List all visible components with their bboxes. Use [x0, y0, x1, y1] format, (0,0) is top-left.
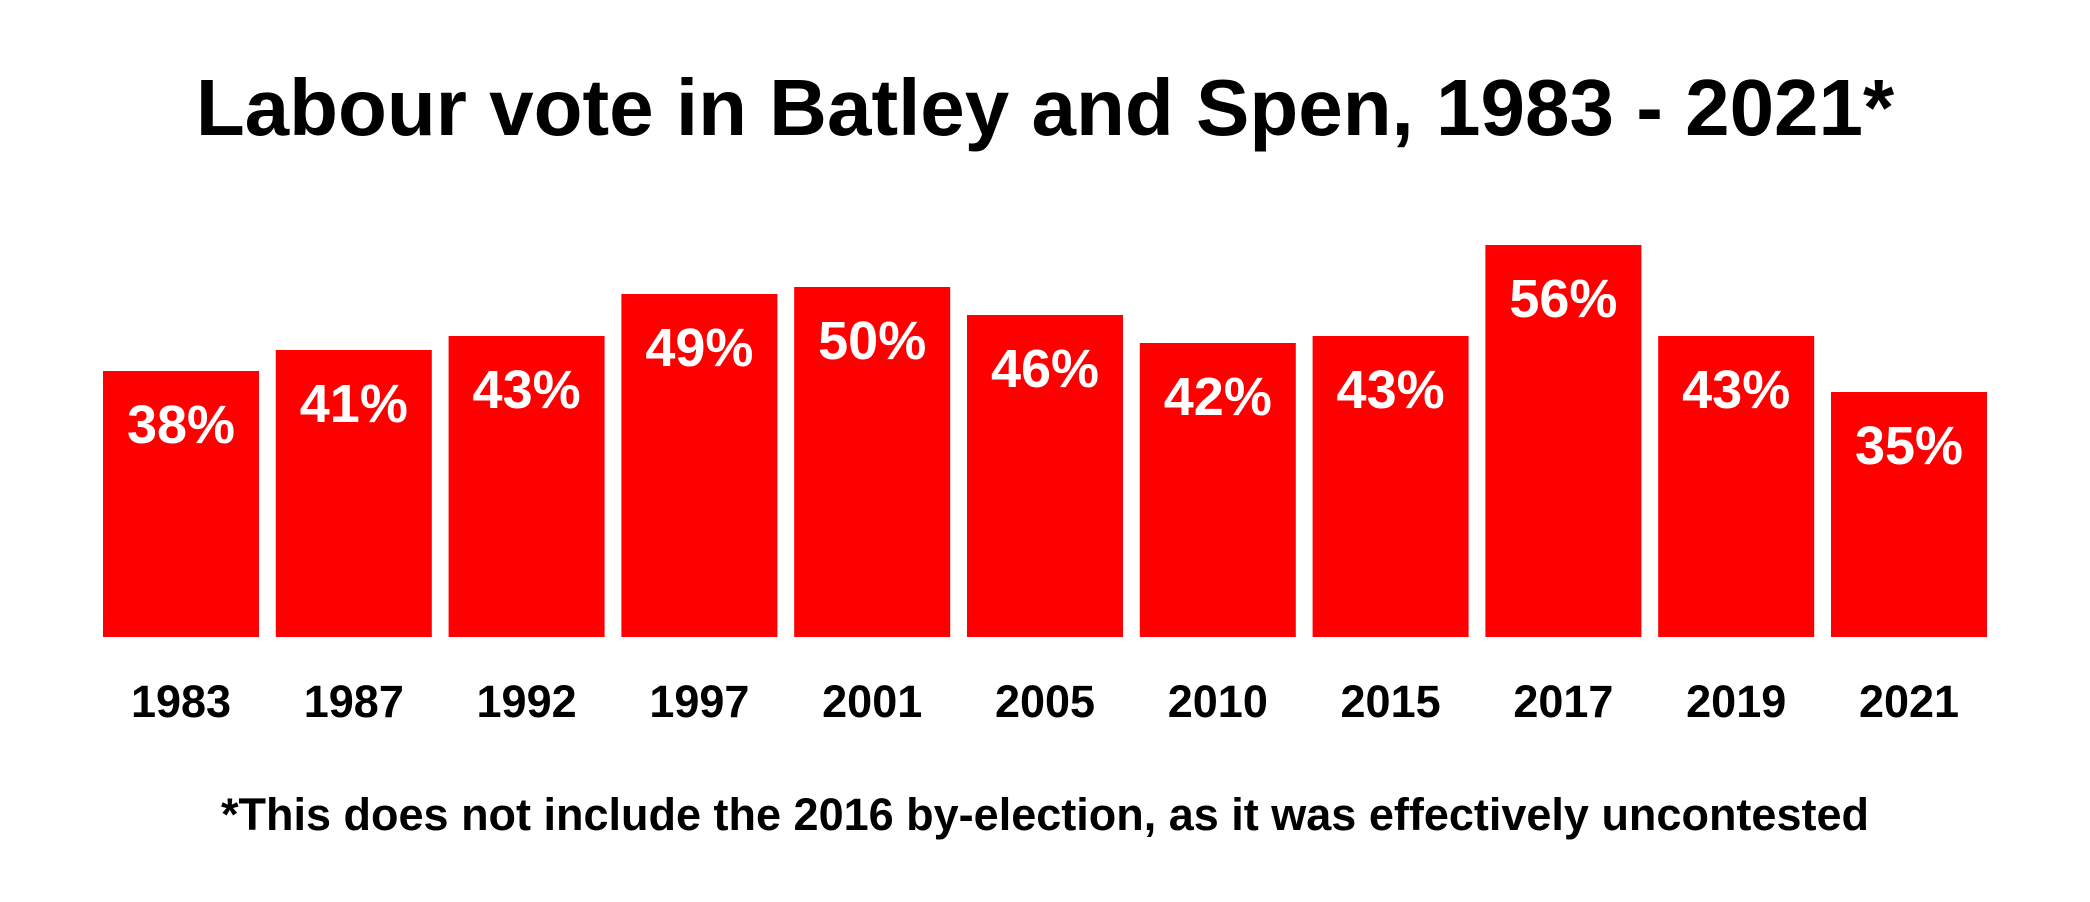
bar-2017	[1485, 245, 1642, 637]
x-tick-label-2010: 2010	[1168, 676, 1268, 727]
x-tick-label-1997: 1997	[649, 676, 749, 727]
bar-chart: 38% 1983 41% 1987 43% 1992 49% 1997 50% 2001 46% 20…	[103, 245, 1987, 727]
x-tick-label-2017: 2017	[1513, 676, 1613, 727]
data-label-2017: 56%	[1509, 269, 1617, 329]
x-tick-label-2001: 2001	[822, 676, 922, 727]
data-label-2021: 35%	[1855, 416, 1963, 476]
bar-1997	[621, 294, 778, 637]
data-label-1997: 49%	[645, 318, 753, 378]
x-tick-label-2015: 2015	[1341, 676, 1441, 727]
x-tick-label-2021: 2021	[1859, 676, 1959, 727]
bar-2019	[1658, 336, 1815, 637]
data-label-2019: 43%	[1682, 360, 1790, 420]
bar-1992	[448, 336, 605, 637]
bar-2021	[1831, 392, 1987, 637]
chart-footnote: *This does not include the 2016 by-elect…	[221, 789, 1869, 840]
data-label-2010: 42%	[1164, 367, 1272, 427]
data-label-1983: 38%	[127, 395, 235, 455]
data-label-2001: 50%	[818, 311, 926, 371]
chart-title: Labour vote in Batley and Spen, 1983 - 2…	[195, 63, 1895, 152]
data-label-1987: 41%	[300, 374, 408, 434]
x-tick-label-2019: 2019	[1686, 676, 1786, 727]
bar-1983	[103, 371, 259, 637]
x-tick-label-1992: 1992	[477, 676, 577, 727]
data-label-2015: 43%	[1337, 360, 1445, 420]
bar-2005	[967, 315, 1123, 637]
bar-1987	[275, 350, 432, 637]
bar-2001	[794, 287, 951, 637]
bar-2015	[1312, 336, 1469, 637]
x-tick-label-2005: 2005	[995, 676, 1095, 727]
data-label-1992: 43%	[473, 360, 581, 420]
x-tick-label-1983: 1983	[131, 676, 231, 727]
bar-2010	[1139, 343, 1296, 637]
x-tick-label-1987: 1987	[304, 676, 404, 727]
data-label-2005: 46%	[991, 339, 1099, 399]
